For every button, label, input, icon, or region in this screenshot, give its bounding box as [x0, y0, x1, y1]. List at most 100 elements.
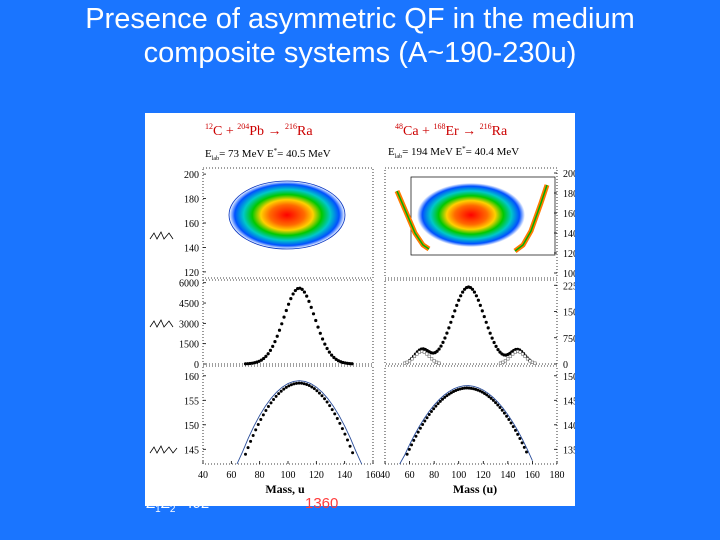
data-point: [320, 394, 324, 398]
x-tick-label: 60: [405, 470, 415, 481]
data-point: [505, 414, 509, 418]
data-point: [256, 423, 260, 427]
data-point: [282, 387, 286, 391]
data-point: [412, 438, 416, 442]
data-point: [323, 342, 327, 346]
data-point: [492, 340, 496, 345]
data-point: [266, 352, 270, 356]
y-tick-label: 155: [184, 396, 199, 407]
data-point: [414, 434, 418, 438]
figure-svg: 12C + 204Pb → 216Ra Elab= 73 MeV E*= 40.…: [149, 122, 575, 496]
data-point: [441, 340, 445, 344]
data-point: [489, 396, 493, 400]
x-tick-label: 160: [525, 470, 540, 481]
left-heatmap: [228, 180, 346, 250]
data-point: [434, 404, 438, 408]
data-point: [443, 336, 447, 340]
data-point: [451, 314, 455, 319]
x-tick-label: 120: [476, 470, 491, 481]
data-point: [261, 413, 265, 417]
data-point: [315, 389, 319, 393]
data-point: [316, 325, 320, 329]
data-point: [407, 447, 411, 451]
side-component-point: [408, 359, 412, 363]
data-point: [511, 425, 515, 429]
data-point: [277, 392, 281, 396]
systematics-curve: [399, 385, 533, 465]
left-top-title: 12C + 204Pb → 216Ra: [205, 122, 313, 139]
data-point: [432, 407, 436, 411]
data-point: [416, 430, 420, 434]
data-point: [500, 408, 504, 412]
data-point: [443, 395, 447, 399]
data-point: [293, 288, 297, 293]
data-point: [405, 452, 409, 456]
data-point: [455, 303, 459, 307]
data-point: [435, 349, 439, 353]
y-tick-label: 150: [563, 372, 575, 383]
data-point: [494, 401, 498, 405]
data-point: [338, 421, 342, 425]
data-point: [513, 428, 517, 432]
data-point: [480, 309, 484, 313]
data-point: [284, 385, 288, 389]
data-point: [271, 344, 275, 348]
data-point: [328, 404, 332, 408]
x-tick-label: 80: [429, 470, 439, 481]
data-point: [445, 331, 449, 335]
data-point: [488, 331, 492, 335]
side-component-point: [523, 354, 527, 358]
data-point: [439, 344, 443, 348]
y-tick-label: 200: [563, 169, 575, 180]
data-point: [449, 320, 453, 324]
data-point: [350, 362, 354, 366]
data-point: [440, 397, 444, 401]
data-point: [295, 381, 298, 385]
data-point: [284, 308, 288, 313]
data-point: [496, 403, 500, 407]
data-point: [307, 299, 311, 303]
data-point: [279, 389, 283, 393]
data-point: [346, 438, 349, 442]
panel-frame: [202, 365, 374, 465]
side-component-point: [518, 350, 522, 354]
data-point: [449, 391, 453, 395]
data-point: [427, 413, 431, 417]
data-point: [486, 326, 490, 330]
data-point: [494, 344, 498, 348]
data-point: [461, 290, 465, 294]
data-point: [483, 391, 487, 395]
data-point: [453, 309, 457, 313]
y-tick-label: 120: [563, 249, 575, 260]
data-point: [469, 386, 473, 390]
data-point: [287, 384, 291, 388]
data-point: [478, 389, 482, 393]
x-tick-label: 160: [366, 470, 381, 481]
y-tick-label: 0: [194, 360, 199, 371]
data-point: [300, 381, 304, 385]
x-tick-label: 140: [337, 470, 352, 481]
data-point: [457, 298, 461, 302]
data-point: [244, 452, 247, 456]
y-tick-label: 160: [184, 219, 199, 230]
data-point: [291, 292, 295, 296]
right-top-subtitle: Elab= 194 MeV E*= 40.4 MeV: [388, 145, 519, 160]
data-point: [480, 390, 484, 394]
y-tick-label: 120: [184, 268, 199, 279]
data-point: [496, 347, 500, 352]
data-point: [410, 443, 414, 447]
side-component-point: [525, 357, 530, 361]
data-point: [330, 353, 334, 357]
data-point: [289, 383, 293, 387]
data-point: [470, 287, 475, 291]
y-tick-label: 1500: [179, 340, 199, 351]
x-tick-label: 40: [198, 470, 208, 481]
slide-title-line2: composite systems (A~190-230u): [143, 37, 577, 69]
data-point: [447, 326, 451, 330]
data-point: [333, 412, 337, 416]
y-tick-label: 145: [563, 396, 575, 407]
data-point: [317, 391, 321, 395]
data-point: [518, 437, 522, 441]
x-tick-label: 100: [281, 470, 296, 481]
data-point: [327, 350, 331, 354]
